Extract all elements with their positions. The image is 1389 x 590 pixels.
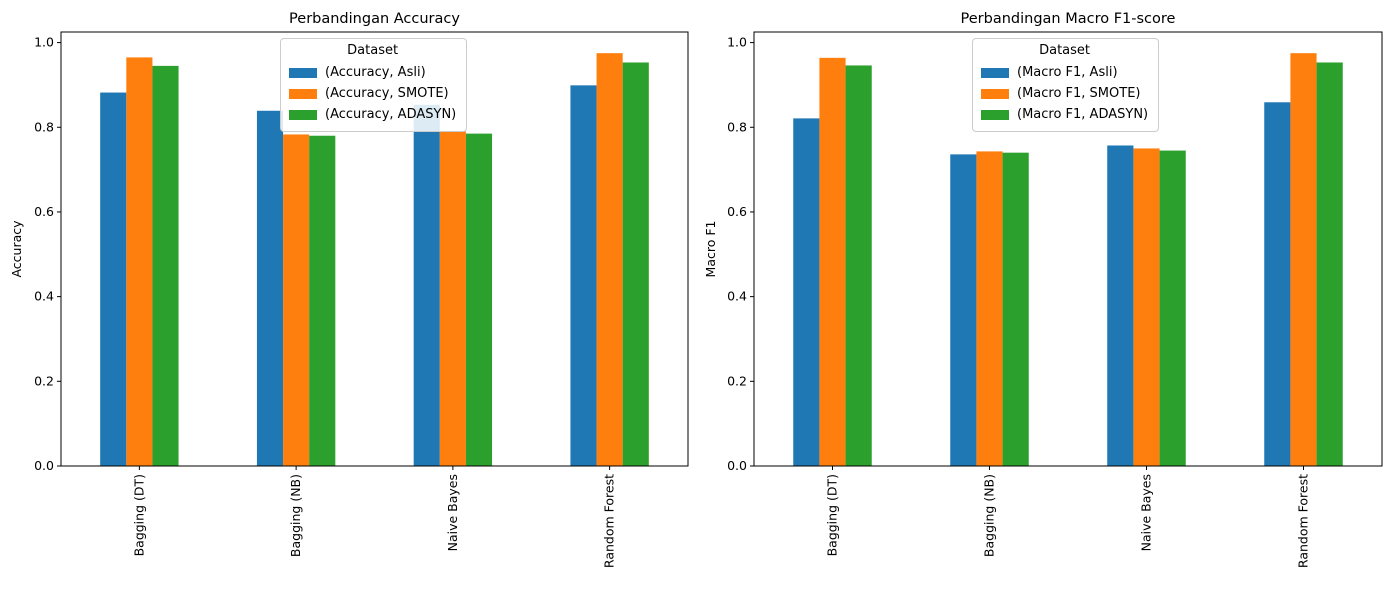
bar <box>976 151 1003 466</box>
legend-item: (Accuracy, ADASYN) <box>289 104 456 125</box>
bar <box>256 110 284 466</box>
x-tick-label: Random Forest <box>602 474 617 568</box>
legend-label: (Macro F1, Asli) <box>1017 65 1118 80</box>
x-tick-label: Bagging (DT) <box>825 474 840 556</box>
plot-frame <box>60 31 689 467</box>
y-tick-label: 0.6 <box>34 204 54 219</box>
bar <box>819 57 846 466</box>
legend-item: (Macro F1, ADASYN) <box>981 104 1148 125</box>
y-tick-label: 0.8 <box>727 119 747 134</box>
y-tick-label: 0.8 <box>34 119 54 134</box>
y-tick-label: 1.0 <box>34 35 54 50</box>
bar <box>465 133 493 466</box>
bar <box>845 65 872 466</box>
macro-f1-chart: Perbandingan Macro F1-score 0.0 0.2 0.4 0.6 0… <box>703 11 1383 568</box>
legend-item: (Accuracy, SMOTE) <box>289 83 456 104</box>
y-tick-label: 0.0 <box>727 458 747 473</box>
y-axis-label: Macro F1 <box>703 221 718 278</box>
legend-item: (Accuracy, Asli) <box>289 62 456 83</box>
y-tick-label: 0.4 <box>727 289 747 304</box>
bar <box>439 131 466 466</box>
x-tick-label: Random Forest <box>1296 474 1311 568</box>
y-tick-label: 0.0 <box>34 458 54 473</box>
bar <box>793 118 820 466</box>
bar <box>1316 62 1343 467</box>
bar <box>1133 148 1160 466</box>
bar <box>1159 150 1186 466</box>
legend-label: (Macro F1, ADASYN) <box>1017 107 1149 122</box>
legend-title: Dataset <box>347 43 399 58</box>
accuracy-chart-panel: Perbandingan Accuracy 0.0 0.2 0.4 0.6 0.8 1.0 B… <box>0 0 694 590</box>
y-tick-label: 0.4 <box>34 289 54 304</box>
x-tick-label: Bagging (NB) <box>982 474 997 557</box>
x-tick-label: Bagging (NB) <box>288 474 303 557</box>
chart-title: Perbandingan Accuracy <box>289 11 460 27</box>
legend-label: (Accuracy, ADASYN) <box>325 107 457 122</box>
legend-swatch <box>289 109 317 120</box>
chart-title: Perbandingan Macro F1-score <box>961 11 1176 27</box>
legend-swatch <box>981 109 1009 120</box>
legend-item: (Macro F1, Asli) <box>981 62 1148 83</box>
legend-swatch <box>289 88 317 99</box>
legend-label: (Macro F1, SMOTE) <box>1017 86 1141 101</box>
bar <box>283 134 310 466</box>
x-tick-label: Naive Bayes <box>445 474 460 551</box>
plot-frame <box>753 31 1383 467</box>
bar <box>1002 152 1029 467</box>
legend-swatch <box>289 67 317 78</box>
macro-f1-legend: Dataset (Macro F1, Asli) (Macro F1, SMOT… <box>972 38 1160 132</box>
macro-f1-chart-panel: Perbandingan Macro F1-score 0.0 0.2 0.4 0.6 0… <box>694 0 1388 590</box>
bar <box>413 104 440 466</box>
y-tick-label: 0.2 <box>727 373 747 388</box>
y-axis-label: Accuracy <box>9 220 24 278</box>
bar <box>950 154 977 467</box>
bar <box>1107 145 1134 466</box>
bar <box>622 62 649 467</box>
legend-swatch <box>981 88 1009 99</box>
bar <box>152 65 179 466</box>
bar <box>570 85 597 466</box>
legend-item: (Macro F1, SMOTE) <box>981 83 1148 104</box>
x-tick-label: Naive Bayes <box>1139 474 1154 551</box>
accuracy-legend: Dataset (Accuracy, Asli) (Accuracy, SMOT… <box>280 38 468 132</box>
bar <box>309 135 336 467</box>
bar <box>596 53 623 467</box>
bar <box>126 57 153 466</box>
legend-swatch <box>981 67 1009 78</box>
bar <box>1264 102 1291 466</box>
bar <box>1290 53 1317 467</box>
y-tick-label: 1.0 <box>727 35 747 50</box>
bar <box>100 92 127 467</box>
accuracy-chart: Perbandingan Accuracy 0.0 0.2 0.4 0.6 0.8 1.0 B… <box>9 11 689 568</box>
x-tick-label: Bagging (DT) <box>131 474 146 556</box>
y-tick-label: 0.6 <box>727 204 747 219</box>
legend-label: (Accuracy, SMOTE) <box>325 86 449 101</box>
legend-label: (Accuracy, Asli) <box>325 65 426 80</box>
y-tick-label: 0.2 <box>34 373 54 388</box>
legend-title: Dataset <box>1039 43 1091 58</box>
